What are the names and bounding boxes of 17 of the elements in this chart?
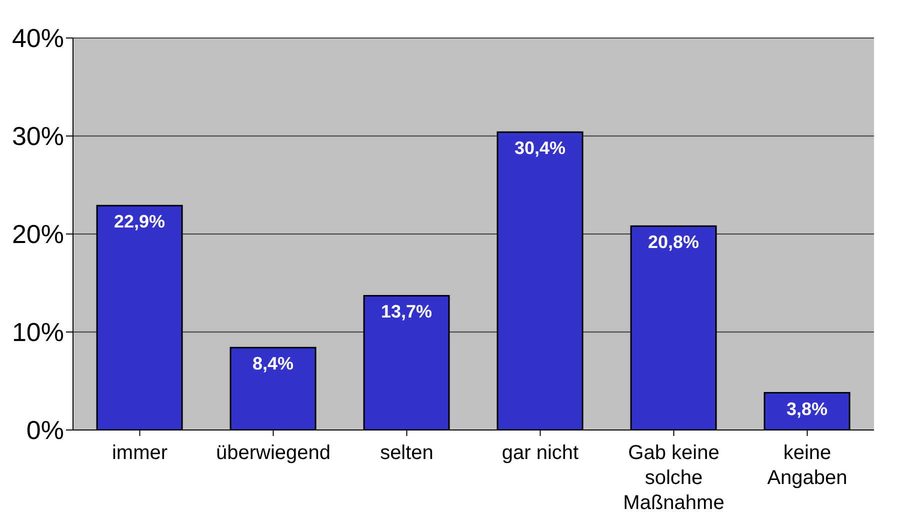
y-tick-label: 30%: [12, 121, 64, 152]
data-label: 20,8%: [648, 232, 700, 252]
x-tick-label: selten: [380, 442, 434, 464]
data-label: 30,4%: [514, 138, 566, 158]
data-label: 8,4%: [252, 354, 294, 374]
x-tick-label: Gab keine solche Maßnahme: [623, 442, 724, 514]
x-tick-label: keine Angaben: [767, 442, 848, 489]
y-tick-label: 10%: [12, 317, 64, 348]
y-tick-label: 0%: [26, 415, 64, 446]
x-tick-label: überwiegend: [216, 442, 331, 464]
x-tick-label: gar nicht: [502, 442, 580, 464]
data-label: 13,7%: [381, 302, 432, 322]
y-tick-label: 40%: [12, 23, 64, 54]
y-tick-label: 20%: [12, 219, 64, 250]
x-tick-label: immer: [112, 442, 168, 464]
data-label: 3,8%: [786, 398, 828, 419]
data-label: 22,9%: [114, 212, 166, 232]
